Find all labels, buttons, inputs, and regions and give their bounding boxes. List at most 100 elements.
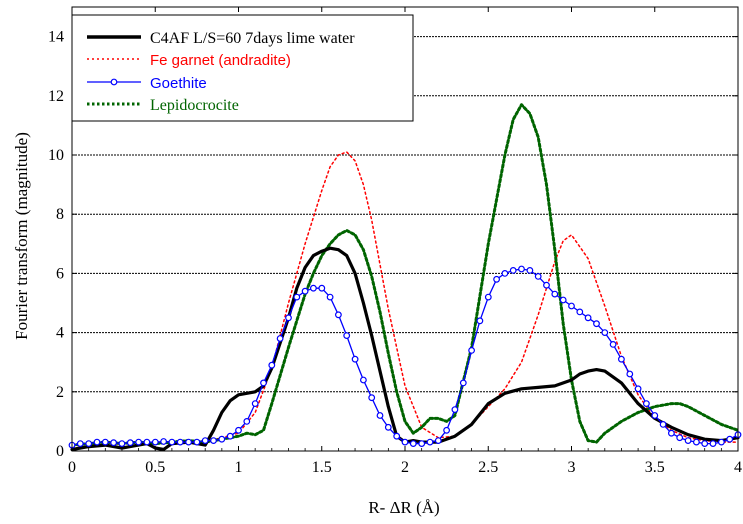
data-point bbox=[368, 394, 376, 402]
data-point bbox=[651, 412, 659, 419]
data-point bbox=[409, 440, 417, 448]
y-tick-label: 0 bbox=[56, 443, 64, 460]
data-point bbox=[218, 435, 226, 443]
x-tick-label: 3 bbox=[568, 459, 576, 476]
data-point bbox=[93, 438, 101, 446]
y-tick-label: 6 bbox=[56, 265, 64, 282]
data-point bbox=[459, 379, 467, 387]
legend-label-goethite: Goethite bbox=[150, 75, 207, 92]
x-tick-label: 3.5 bbox=[645, 459, 665, 476]
y-tick-label: 12 bbox=[48, 88, 64, 105]
data-point bbox=[601, 329, 609, 337]
series-layer bbox=[68, 103, 742, 452]
data-point bbox=[285, 314, 292, 322]
x-axis-label: R- ΔR (Å) bbox=[368, 498, 439, 517]
data-point bbox=[501, 270, 509, 277]
x-tick-label: 4 bbox=[734, 459, 742, 476]
y-tick-label: 2 bbox=[56, 384, 64, 401]
data-point bbox=[709, 440, 717, 448]
data-point bbox=[185, 438, 193, 446]
data-point bbox=[643, 400, 650, 408]
data-point bbox=[151, 438, 159, 446]
y-tick-label: 4 bbox=[56, 325, 64, 342]
data-point bbox=[160, 438, 168, 445]
data-point bbox=[135, 438, 143, 446]
data-point bbox=[243, 418, 251, 425]
data-point bbox=[568, 302, 575, 310]
data-point bbox=[443, 426, 451, 434]
x-tick-label: 2 bbox=[401, 459, 409, 476]
data-point bbox=[468, 347, 476, 354]
data-point bbox=[618, 355, 625, 363]
x-tick-label: 0 bbox=[68, 459, 76, 476]
data-point bbox=[518, 265, 525, 273]
x-tick-label: 0.5 bbox=[145, 459, 165, 476]
y-tick-labels: 0 2 4 6 8 10 12 14 bbox=[48, 29, 64, 460]
legend-label-c4af: C4AF L/S=60 7days lime water bbox=[150, 30, 355, 47]
data-point bbox=[584, 314, 592, 322]
data-point bbox=[251, 400, 259, 408]
data-point bbox=[110, 439, 117, 447]
data-point bbox=[493, 275, 501, 283]
data-point bbox=[326, 293, 334, 301]
data-point bbox=[226, 432, 234, 440]
data-point bbox=[543, 281, 550, 289]
data-point bbox=[434, 437, 442, 445]
data-point bbox=[534, 273, 542, 280]
data-point bbox=[143, 438, 151, 446]
data-point bbox=[210, 437, 217, 445]
data-point bbox=[676, 434, 684, 442]
data-point bbox=[559, 296, 567, 304]
data-point bbox=[235, 426, 242, 434]
data-point bbox=[718, 438, 725, 446]
y-tick-label: 8 bbox=[56, 206, 64, 223]
data-point bbox=[360, 376, 367, 384]
data-point bbox=[201, 437, 209, 445]
data-point bbox=[668, 429, 675, 437]
legend-marker-goethite bbox=[110, 78, 118, 86]
data-point bbox=[343, 332, 351, 340]
data-point bbox=[451, 406, 459, 414]
data-point bbox=[701, 440, 709, 448]
y-axis-label: Fourier transform (magnitude) bbox=[12, 132, 31, 340]
data-point bbox=[335, 311, 342, 319]
data-point bbox=[118, 440, 126, 448]
axis-ticks bbox=[71, 7, 739, 452]
y-tick-label: 10 bbox=[48, 147, 64, 164]
data-point bbox=[76, 440, 84, 448]
data-point bbox=[576, 308, 584, 316]
data-point bbox=[593, 320, 600, 328]
data-point bbox=[193, 438, 201, 446]
data-point bbox=[526, 267, 534, 274]
data-point bbox=[384, 423, 392, 431]
data-point bbox=[426, 438, 434, 446]
x-tick-label: 1.5 bbox=[312, 459, 332, 476]
data-point bbox=[476, 317, 484, 325]
data-point bbox=[634, 385, 642, 393]
data-point bbox=[176, 438, 184, 446]
data-point bbox=[126, 439, 134, 447]
data-point bbox=[726, 435, 734, 443]
x-tick-label: 2.5 bbox=[478, 459, 498, 476]
data-point bbox=[85, 440, 93, 448]
data-point bbox=[418, 440, 426, 448]
data-point bbox=[293, 293, 301, 301]
data-point bbox=[260, 379, 267, 387]
legend-label-lepidocrocite: Lepidocrocite bbox=[150, 97, 239, 114]
data-point bbox=[609, 341, 617, 348]
data-point bbox=[684, 437, 692, 445]
data-point bbox=[168, 438, 176, 446]
data-point bbox=[101, 438, 109, 446]
x-tick-label: 1 bbox=[235, 459, 243, 476]
data-point bbox=[310, 284, 317, 292]
data-point bbox=[551, 290, 559, 298]
data-point bbox=[626, 370, 634, 378]
data-point bbox=[659, 421, 667, 428]
x-tick-labels: 0 0.5 1 1.5 2 2.5 3 3.5 4 bbox=[68, 459, 742, 476]
data-point bbox=[401, 438, 409, 446]
data-point bbox=[276, 335, 284, 342]
data-point bbox=[693, 438, 700, 446]
data-point bbox=[351, 355, 359, 363]
data-point bbox=[268, 361, 276, 369]
